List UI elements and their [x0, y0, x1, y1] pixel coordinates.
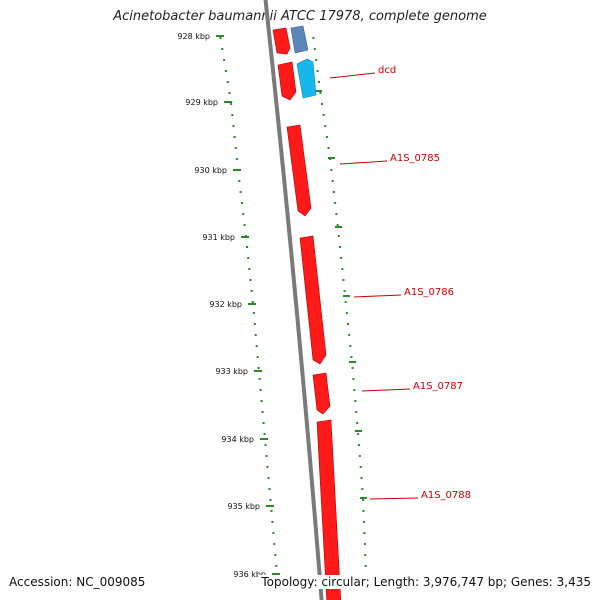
gene-label: A1S_0785: [390, 153, 440, 164]
gene-label: A1S_0787: [413, 381, 463, 392]
scale-label: 931 kbp: [202, 233, 235, 242]
accession-label: Accession: NC_009085: [9, 575, 146, 589]
gene-label: dcd: [378, 65, 396, 76]
gene-arrow: [286, 124, 312, 217]
gene-arrow: [272, 27, 291, 55]
gene-arrow: [296, 58, 317, 99]
genome-backbone: [263, 0, 324, 600]
scale-label: 932 kbp: [209, 300, 242, 309]
gene-arrow: [299, 235, 327, 365]
gene-leader-line: [353, 294, 402, 298]
gene-leader-line: [361, 388, 411, 392]
gene-label: A1S_0788: [421, 490, 471, 501]
gene-leader-line: [369, 497, 419, 500]
gene-arrow: [290, 25, 309, 54]
gene-arrow: [312, 372, 331, 415]
gene-leader-line: [339, 160, 388, 165]
scale-label: 928 kbp: [177, 32, 210, 41]
scale-label: 930 kbp: [194, 166, 227, 175]
scale-label: 935 kbp: [227, 502, 260, 511]
genome-summary: Topology: circular; Length: 3,976,747 bp…: [258, 575, 591, 589]
gene-arrow: [277, 61, 297, 101]
scale-label: 929 kbp: [185, 98, 218, 107]
scale-label: 933 kbp: [215, 367, 248, 376]
scale-label: 936 kbp: [233, 570, 266, 579]
gene-leader-line: [329, 72, 376, 79]
map-title: Acinetobacter baumannii ATCC 17978, comp…: [113, 9, 487, 24]
gene-arrow: [316, 419, 342, 600]
gene-label: A1S_0786: [404, 287, 454, 298]
scale-label: 934 kbp: [221, 435, 254, 444]
